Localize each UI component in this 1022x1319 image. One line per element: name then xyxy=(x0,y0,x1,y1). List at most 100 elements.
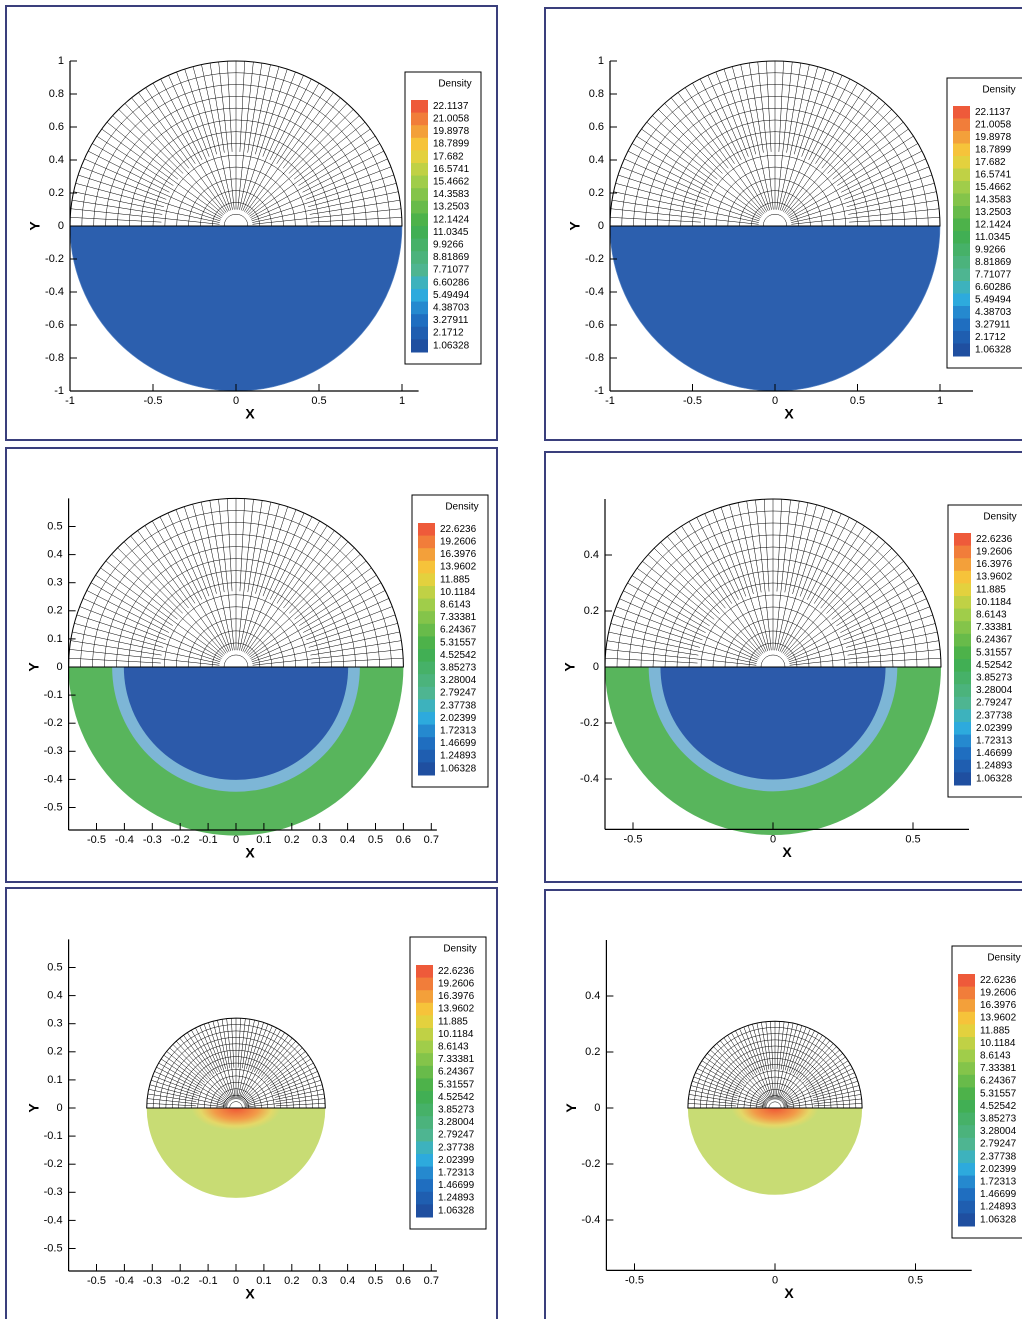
legend-level: 19.8978 xyxy=(975,132,1012,143)
legend-level: 16.5741 xyxy=(975,169,1012,180)
legend-level: 16.5741 xyxy=(433,164,470,175)
legend-level: 16.3976 xyxy=(980,1000,1017,1011)
legend-level: 2.1712 xyxy=(975,332,1006,343)
colorbar-swatch xyxy=(954,558,971,571)
colorbar-swatch xyxy=(954,571,971,584)
legend-level: 21.0058 xyxy=(975,119,1012,130)
legend-level: 17.682 xyxy=(975,157,1006,168)
y-tick-label: 0.2 xyxy=(585,1046,600,1058)
y-tick-label: 1 xyxy=(58,55,64,67)
colorbar-swatch xyxy=(953,344,970,357)
colorbar-swatch xyxy=(411,163,428,176)
legend-level: 15.4662 xyxy=(975,182,1012,193)
x-tick-label: 0 xyxy=(233,834,239,846)
legend-level: 22.6236 xyxy=(440,524,477,535)
y-tick-label: 0.4 xyxy=(49,154,64,166)
colorbar-swatch xyxy=(416,1028,433,1041)
x-tick-label: 0.6 xyxy=(396,834,411,846)
legend-level: 2.02399 xyxy=(980,1164,1017,1175)
legend-level: 1.46699 xyxy=(440,738,477,749)
y-axis-label: Y xyxy=(567,221,583,231)
legend-level: 10.1184 xyxy=(976,597,1012,608)
legend-level: 4.52542 xyxy=(438,1092,475,1103)
legend-level: 2.02399 xyxy=(438,1155,475,1166)
colorbar-swatch xyxy=(411,213,428,226)
figure: -1-0.500.51-1-0.8-0.6-0.4-0.200.20.40.60… xyxy=(0,0,1022,1319)
colorbar-swatch xyxy=(418,687,435,700)
y-tick-label: -0.6 xyxy=(45,319,64,331)
x-tick-label: 0 xyxy=(772,1274,778,1286)
colorbar-swatch xyxy=(411,150,428,163)
y-tick-label: -0.2 xyxy=(44,717,63,729)
legend-level: 1.72313 xyxy=(438,1168,475,1179)
x-tick-label: -0.2 xyxy=(171,834,190,846)
y-tick-label: 0.3 xyxy=(47,577,62,589)
colorbar-swatch xyxy=(954,709,971,722)
legend-level: 11.885 xyxy=(976,584,1006,595)
colorbar-swatch xyxy=(953,119,970,132)
colorbar-swatch xyxy=(416,1091,433,1104)
y-tick-label: 0.2 xyxy=(49,187,64,199)
legend-level: 2.79247 xyxy=(980,1139,1017,1150)
colorbar-swatch xyxy=(953,244,970,257)
legend-level: 2.1712 xyxy=(433,328,464,339)
colorbar-swatch xyxy=(958,1062,975,1075)
colorbar-swatch xyxy=(958,1188,975,1201)
legend-level: 1.24893 xyxy=(440,751,477,762)
legend-level: 6.24367 xyxy=(440,625,477,636)
x-tick-label: -0.5 xyxy=(625,1274,644,1286)
y-tick-label: -0.2 xyxy=(585,253,604,265)
colorbar-swatch xyxy=(418,750,435,763)
colorbar-swatch xyxy=(958,1075,975,1088)
legend-level: 1.72313 xyxy=(440,726,477,737)
legend-level: 11.885 xyxy=(438,1016,468,1027)
legend-level: 18.7899 xyxy=(433,139,470,150)
x-tick-label: 0.4 xyxy=(340,1275,355,1287)
colorbar-swatch xyxy=(954,722,971,735)
x-tick-label: -0.3 xyxy=(143,834,162,846)
legend-level: 12.1424 xyxy=(433,214,470,225)
colorbar-swatch xyxy=(953,231,970,244)
legend-level: 1.06328 xyxy=(980,1214,1017,1225)
x-tick-label: 0.1 xyxy=(256,1275,271,1287)
y-tick-label: -0.6 xyxy=(585,319,604,331)
legend-level: 17.682 xyxy=(433,151,464,162)
x-axis-label: X xyxy=(245,406,255,422)
colorbar-swatch xyxy=(958,999,975,1012)
colorbar-swatch xyxy=(958,1012,975,1025)
y-tick-label: 0.1 xyxy=(47,633,62,645)
y-tick-label: 1 xyxy=(598,55,604,67)
y-tick-label: 0.8 xyxy=(49,88,64,100)
colorbar-swatch xyxy=(954,735,971,748)
colorbar-swatch xyxy=(418,523,435,536)
y-tick-label: 0.1 xyxy=(47,1074,62,1086)
legend-level: 13.9602 xyxy=(440,562,477,573)
colorbar-swatch xyxy=(954,609,971,622)
legend-level: 4.52542 xyxy=(440,650,477,661)
y-tick-label: 0.2 xyxy=(47,1046,62,1058)
colorbar-swatch xyxy=(418,662,435,675)
legend-level: 10.1184 xyxy=(980,1038,1016,1049)
colorbar-swatch xyxy=(953,294,970,307)
x-tick-label: 0.2 xyxy=(284,1275,299,1287)
y-tick-label: 0.4 xyxy=(585,990,600,1002)
x-tick-label: 0 xyxy=(233,1275,239,1287)
legend-level: 9.9266 xyxy=(433,240,464,251)
x-tick-label: 0.5 xyxy=(311,395,326,407)
legend-level: 3.27911 xyxy=(433,315,469,326)
legend-level: 11.885 xyxy=(980,1025,1010,1036)
legend-level: 7.33381 xyxy=(438,1054,475,1065)
legend-level: 5.31557 xyxy=(976,647,1013,658)
x-tick-label: -0.4 xyxy=(115,1275,134,1287)
x-tick-label: -0.2 xyxy=(171,1275,190,1287)
legend-level: 8.81869 xyxy=(433,252,470,263)
y-tick-label: -0.8 xyxy=(45,352,64,364)
colorbar-swatch xyxy=(416,1179,433,1192)
legend-level: 1.72313 xyxy=(976,736,1013,747)
colorbar-swatch xyxy=(411,327,428,340)
colorbar-swatch xyxy=(958,1050,975,1063)
legend-level: 3.28004 xyxy=(440,675,477,686)
colorbar-swatch xyxy=(416,1167,433,1180)
x-tick-label: 0.5 xyxy=(905,833,920,845)
